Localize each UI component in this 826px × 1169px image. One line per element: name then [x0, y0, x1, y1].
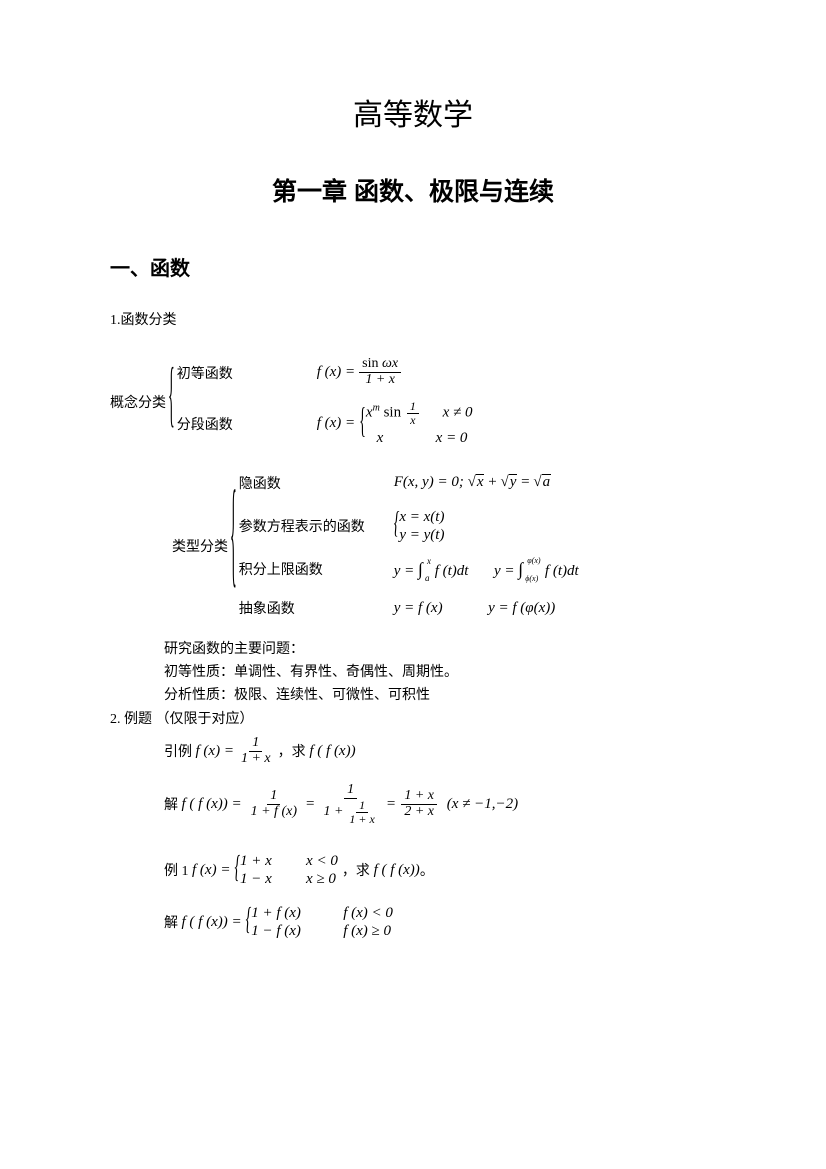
chapter-title: 第一章 函数、极限与连续: [110, 172, 716, 208]
concept-label: 概念分类: [110, 392, 166, 412]
brace-icon: {: [394, 508, 400, 543]
param-y: y = y(t): [399, 526, 444, 544]
brace-icon: {: [234, 852, 240, 889]
frac-sinwx: sin ωx 1 + x: [359, 357, 401, 387]
type-classification: 类型分类 { 隐函数 F(x, y) = 0; √x + √y = √a 参数方…: [172, 463, 716, 628]
elementary-props: 初等性质：单调性、有界性、奇偶性、周期性。: [164, 661, 716, 681]
parametric-label: 参数方程表示的函数: [239, 516, 394, 536]
brace-icon: {: [230, 478, 237, 614]
example-1-solution: 解 f ( f (x)) = { 1 + f (x)f (x) < 0 1 − …: [164, 904, 716, 940]
subsection-2: 2. 例题 （仅限于对应）: [110, 708, 716, 728]
subsection-1: 1.函数分类: [110, 309, 716, 329]
piecewise-function-row: 分段函数 f (x) = { xm sin 1x x ≠ 0 x x = 0: [177, 400, 473, 446]
brace-icon: {: [246, 904, 252, 941]
abstract-row: 抽象函数 y = f (x) y = f (φ(x)): [239, 594, 579, 622]
piecewise-label: 分段函数: [177, 414, 317, 434]
brace-icon: {: [359, 403, 366, 445]
ex1-case-1: 1 + xx < 0: [240, 852, 338, 870]
type-label: 类型分类: [172, 536, 228, 556]
parametric-row: 参数方程表示的函数 { x = x(t) y = y(t): [239, 508, 579, 544]
concept-classification: 概念分类 { 初等函数 f (x) = sin ωx 1 + x 分段函数 f …: [110, 351, 716, 453]
elementary-label: 初等函数: [177, 363, 317, 383]
brace-icon: {: [168, 360, 175, 443]
ex1-case-2: 1 − xx ≥ 0: [240, 870, 338, 888]
analytic-props: 分析性质：极限、连续性、可微性、可积性: [164, 684, 716, 704]
section-heading: 一、函数: [110, 252, 716, 281]
ex1-sol-case-2: 1 − f (x)f (x) ≥ 0: [251, 922, 393, 940]
abstract-label: 抽象函数: [239, 598, 394, 618]
piecewise-case-1: xm sin 1x x ≠ 0: [366, 400, 473, 426]
elementary-function-row: 初等函数 f (x) = sin ωx 1 + x: [177, 357, 473, 387]
document-title: 高等数学: [110, 90, 716, 134]
param-x: x = x(t): [399, 508, 444, 526]
integral-label: 积分上限函数: [239, 559, 394, 579]
implicit-eq: F(x, y) = 0; √x + √y = √a: [394, 474, 551, 491]
integral-eq: y = ∫xa f (t)dt y = ∫φ(x)ϕ(x) f (t)dt: [394, 559, 579, 580]
fx-eq: f (x) =: [317, 364, 355, 381]
example-1: 例 1 f (x) = { 1 + xx < 0 1 − xx ≥ 0 ，求 f…: [164, 852, 716, 888]
intro-solution: 解 f ( f (x)) = 1 1 + f (x) = 1 1 + 11 + …: [164, 774, 716, 834]
research-line: 研究函数的主要问题：: [164, 638, 716, 658]
fx-eq-2: f (x) =: [317, 415, 355, 432]
intro-example: 引例 f (x) = 1 1 + x ，求 f ( f (x)): [164, 736, 716, 766]
integral-row: 积分上限函数 y = ∫xa f (t)dt y = ∫φ(x)ϕ(x) f (…: [239, 555, 579, 583]
piecewise-case-2: x x = 0: [366, 429, 473, 447]
implicit-label: 隐函数: [239, 473, 394, 493]
abstract-eq: y = f (x) y = f (φ(x)): [394, 600, 556, 617]
implicit-row: 隐函数 F(x, y) = 0; √x + √y = √a: [239, 469, 579, 497]
ex1-sol-case-1: 1 + f (x)f (x) < 0: [251, 904, 393, 922]
